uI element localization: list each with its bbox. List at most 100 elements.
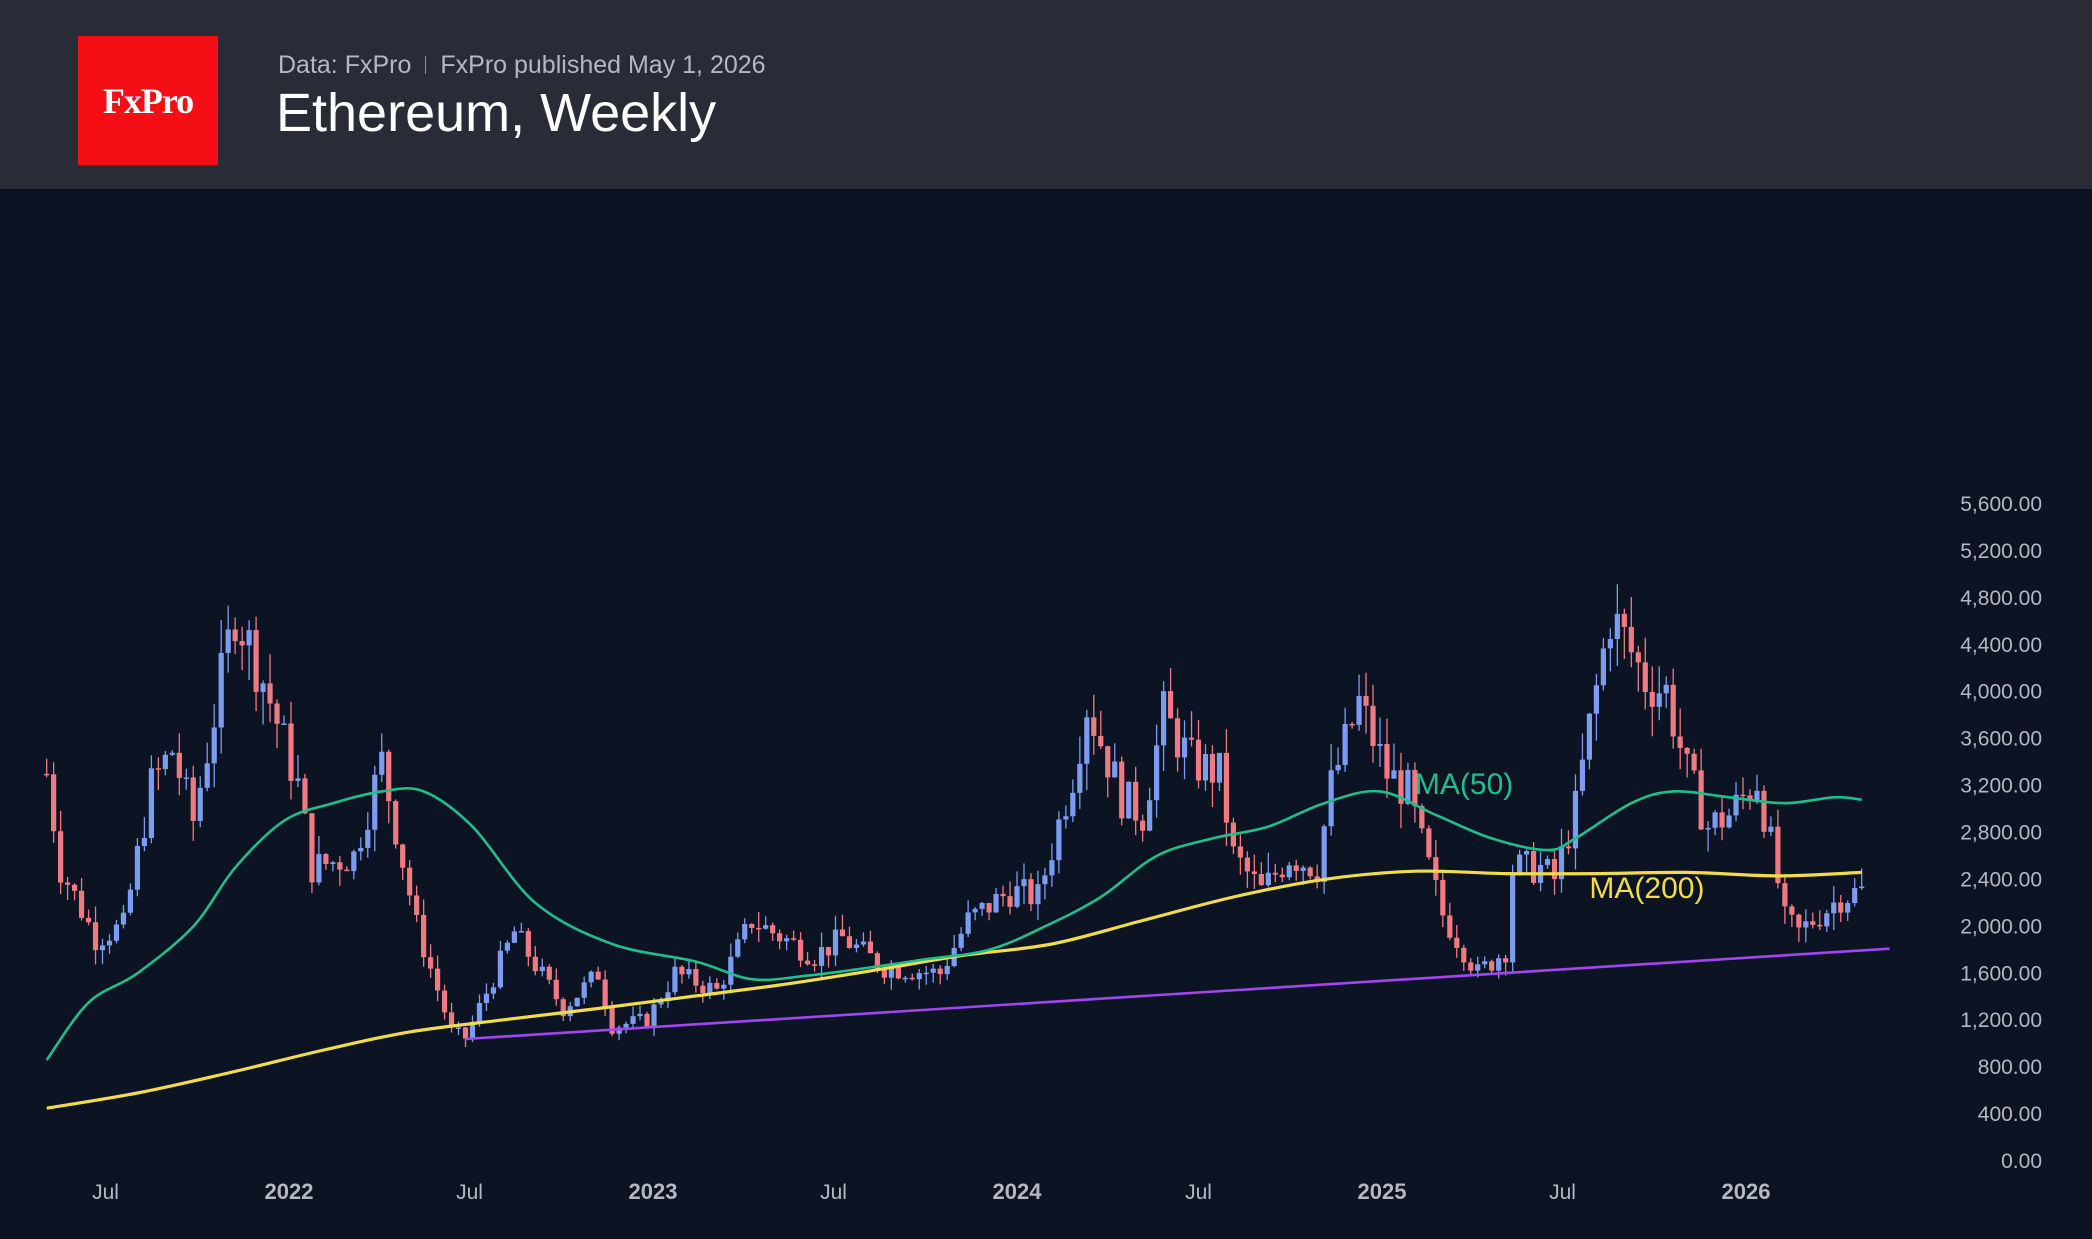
candle — [267, 654, 273, 723]
candle — [1510, 864, 1516, 972]
candle-body — [302, 778, 308, 814]
candle-body — [497, 950, 504, 988]
candle-body — [525, 931, 531, 957]
x-tick-label: Jul — [1185, 1181, 1212, 1204]
candle — [1691, 748, 1697, 774]
candle — [148, 755, 154, 844]
candle — [867, 930, 874, 954]
candle-body — [1174, 718, 1181, 758]
candle-body — [197, 787, 203, 821]
candle-body — [881, 968, 887, 978]
candle — [1579, 733, 1586, 796]
candle — [155, 757, 161, 790]
candle — [1712, 809, 1718, 836]
candle — [574, 997, 580, 1007]
candle — [1209, 745, 1216, 808]
x-tick-label: 2026 — [1722, 1179, 1771, 1204]
candle — [379, 733, 385, 783]
candle — [1852, 878, 1858, 907]
candle-body — [1600, 648, 1606, 686]
candle — [1600, 637, 1606, 691]
candle — [1154, 724, 1160, 818]
y-tick-label: 400.00 — [1978, 1103, 2042, 1126]
candle-body — [1789, 906, 1795, 915]
candle-body — [393, 801, 399, 845]
candle — [1719, 797, 1725, 841]
candle-body — [1377, 744, 1383, 747]
candle — [421, 899, 427, 967]
candle-body — [1852, 888, 1858, 904]
candle-body — [1845, 903, 1851, 913]
candle — [539, 958, 545, 977]
candle — [1028, 873, 1034, 912]
candle-body — [1098, 735, 1104, 747]
candle — [644, 1011, 650, 1029]
candle — [113, 919, 120, 944]
candle — [1195, 719, 1202, 789]
y-axis: 5,600.00 5,200.00 4,800.00 4,400.00 4,000.00… — [1960, 493, 2042, 1173]
candle-body — [1007, 896, 1013, 907]
candle — [1831, 886, 1837, 931]
candle-body — [106, 940, 113, 946]
candle-body — [1426, 828, 1432, 858]
candle — [1377, 717, 1383, 767]
candle — [818, 932, 825, 978]
x-tick-label: Jul — [92, 1181, 119, 1204]
ma200-line — [46, 869, 1862, 1110]
candle-body — [1726, 815, 1732, 828]
candle-body — [1649, 691, 1655, 707]
candle — [525, 928, 531, 967]
candle-body — [846, 936, 853, 948]
candle-body — [1049, 860, 1055, 876]
candle-body — [784, 938, 790, 942]
candle — [965, 900, 971, 937]
candle — [1440, 869, 1446, 928]
candle — [78, 878, 85, 921]
candle — [1091, 694, 1097, 755]
candle-body — [1028, 879, 1034, 905]
candle-body — [1782, 883, 1788, 907]
candle — [979, 901, 985, 916]
candle-body — [1042, 875, 1048, 885]
candle-body — [372, 774, 378, 830]
candle-body — [1593, 685, 1600, 714]
candle-body — [630, 1016, 636, 1024]
candle — [1370, 684, 1376, 763]
candle-body — [1181, 737, 1188, 758]
candle-body — [1705, 827, 1711, 830]
candle — [1356, 674, 1362, 731]
candle-body — [777, 933, 783, 942]
candles-layer — [44, 584, 1865, 1048]
candle — [714, 978, 720, 990]
candle-body — [1398, 770, 1404, 804]
candle-body — [490, 987, 497, 994]
candle — [462, 1026, 469, 1048]
candle-body — [616, 1027, 622, 1034]
candle-body — [295, 778, 301, 781]
y-tick-label: 2,000.00 — [1960, 915, 2042, 938]
candle — [1140, 814, 1146, 842]
candle — [1188, 711, 1195, 747]
candle-body — [1663, 684, 1669, 694]
candle — [1265, 852, 1271, 888]
x-tick-label: 2024 — [993, 1179, 1043, 1204]
candle — [560, 997, 566, 1021]
candle-body — [756, 927, 762, 930]
candle — [134, 838, 141, 897]
candle — [1670, 668, 1676, 749]
candle-body — [539, 966, 545, 972]
candle — [92, 906, 99, 965]
candle-body — [1740, 794, 1746, 797]
candle — [1077, 736, 1083, 809]
candle-body — [400, 844, 406, 868]
candle-body — [1412, 769, 1418, 807]
candle-body — [1209, 753, 1216, 783]
candle — [365, 812, 371, 858]
candle — [742, 918, 748, 944]
candle — [1607, 628, 1613, 672]
candle — [99, 938, 106, 965]
candle-body — [972, 908, 978, 913]
candle-body — [1768, 826, 1774, 832]
candle-body — [1112, 761, 1118, 778]
candle-body — [804, 960, 811, 965]
